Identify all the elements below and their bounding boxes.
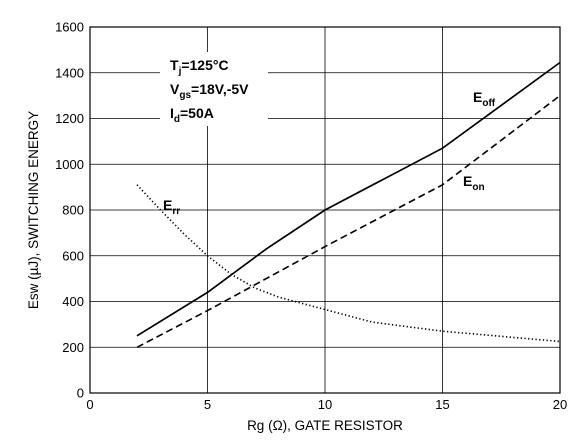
- y-tick-label: 1600: [55, 20, 84, 35]
- y-tick-label: 800: [62, 203, 84, 218]
- condition-line: Id=50A: [170, 105, 214, 125]
- series-label-subscript: off: [482, 98, 495, 109]
- condition-subscript: d: [174, 114, 180, 125]
- y-tick-label: 200: [62, 340, 84, 355]
- x-tick-label: 20: [553, 397, 567, 412]
- x-tick-label: 5: [204, 397, 211, 412]
- series-label-eoff: Eoff: [473, 89, 496, 109]
- series-label-main: E: [473, 89, 482, 105]
- x-tick-label: 0: [86, 397, 93, 412]
- series-label-main: E: [463, 173, 472, 189]
- series-lines: [136, 61, 561, 349]
- x-tick-label: 10: [318, 397, 332, 412]
- condition-symbol: T: [170, 57, 179, 73]
- condition-subscript: j: [178, 66, 182, 77]
- condition-value: =50A: [180, 105, 214, 121]
- series-line-eon: [136, 94, 561, 349]
- condition-value: =18V,-5V: [191, 81, 249, 97]
- y-tick-label: 1000: [55, 157, 84, 172]
- series-label-subscript: rr: [172, 206, 180, 217]
- condition-line: Vgs=18V,-5V: [170, 81, 249, 101]
- y-tick-label: 400: [62, 294, 84, 309]
- x-tick-label: 15: [435, 397, 449, 412]
- condition-line: Tj=125°C: [170, 57, 229, 77]
- conditions-background: [160, 52, 268, 126]
- x-axis-label: Rg (Ω), GATE RESISTOR: [247, 418, 403, 433]
- plot-frame: [89, 26, 561, 394]
- condition-subscript: gs: [179, 90, 191, 101]
- series-label-err: Err: [163, 197, 180, 217]
- y-tick-label: 1400: [55, 65, 84, 80]
- condition-value: =125°C: [181, 57, 228, 73]
- y-tick-label: 600: [62, 248, 84, 263]
- series-label-eon: Eon: [463, 173, 485, 193]
- y-axis-label: Esw (µJ), SWITCHING ENERGY: [26, 111, 41, 309]
- condition-symbol: I: [170, 105, 174, 121]
- y-tick-label: 0: [77, 386, 84, 401]
- y-tick-label: 1200: [55, 111, 84, 126]
- series-label-main: E: [163, 197, 172, 213]
- condition-symbol: V: [170, 81, 180, 97]
- series-label-subscript: on: [472, 182, 484, 193]
- series-line-eoff: [136, 61, 561, 337]
